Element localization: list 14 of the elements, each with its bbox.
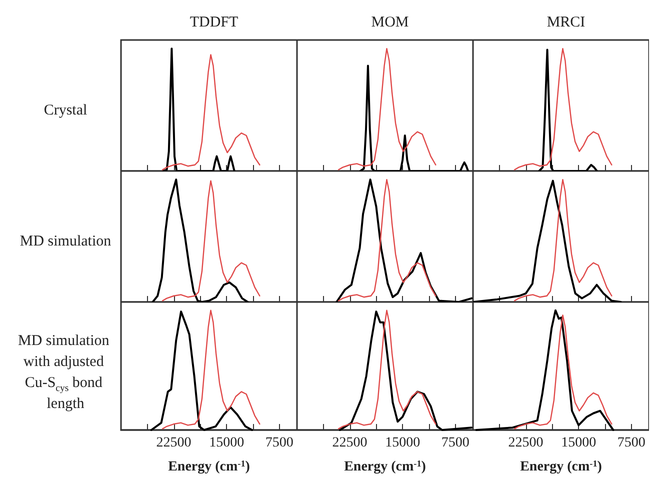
- chart-title: TDDFT: [190, 14, 238, 30]
- y-axis-title: Crystal: [44, 102, 88, 118]
- x-tick-label: 22500: [332, 436, 368, 450]
- chart-title: MOM: [371, 14, 409, 30]
- x-tick-label: 15000: [385, 436, 420, 450]
- x-tick-label: 15000: [561, 436, 596, 450]
- x-tick-label: 22500: [508, 436, 544, 450]
- chart-title: MRCI: [546, 14, 586, 30]
- x-tick-label: 7500: [441, 436, 470, 450]
- y-axis-title: MD simulation: [20, 234, 112, 250]
- x-tick-label: 22500: [156, 436, 192, 450]
- x-tick-label: 7500: [617, 436, 646, 450]
- x-tick-label: 7500: [265, 436, 294, 450]
- x-tick-label: 15000: [209, 436, 244, 450]
